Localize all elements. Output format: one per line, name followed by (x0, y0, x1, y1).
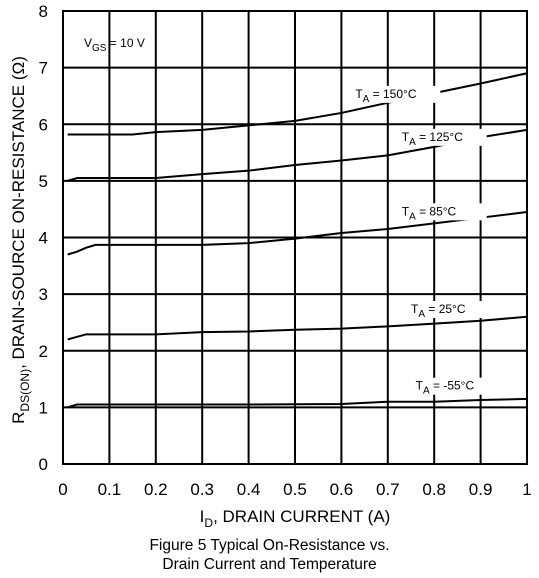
series-labels: TA = 150°C TA = 125°C TA = 85°C TA = 25°C TA… (352, 85, 501, 397)
grid (63, 11, 527, 464)
y-tick-label: 3 (39, 285, 48, 304)
series-line-4 (67, 397, 528, 409)
plot-frame (62, 10, 528, 465)
series-label-0: TA = 150°C (355, 87, 417, 105)
series-label-2: TA = 85°C (402, 204, 457, 222)
series-label-bg (352, 85, 441, 103)
y-tick-label: 8 (39, 2, 48, 21)
figure-caption: Figure 5 Typical On-Resistance vs. Drain… (0, 536, 539, 574)
caption-line-1: Figure 5 Typical On-Resistance vs. (149, 537, 390, 554)
series-line-2 (67, 211, 528, 256)
series-label-1: TA = 125°C (402, 130, 464, 148)
caption-line-2: Drain Current and Temperature (162, 556, 377, 573)
x-tick-label: 0.4 (237, 480, 261, 499)
series-line-3 (67, 315, 528, 341)
y-tick-label: 2 (39, 342, 48, 361)
series-label-bg (398, 203, 487, 221)
vgs-annotation: VGS = 10 V (84, 36, 145, 54)
y-tick-label: 0 (39, 455, 48, 474)
x-tick-label: 0 (58, 480, 67, 499)
y-tick-label: 7 (39, 59, 48, 78)
x-tick-label: 0.9 (469, 480, 493, 499)
series-label-bg (398, 128, 487, 146)
x-tick-label: 0.8 (422, 480, 446, 499)
series-label-bg (408, 300, 496, 318)
x-tick-label: 0.1 (98, 480, 122, 499)
series-label-bg (412, 377, 501, 395)
series-label-3: TA = 25°C (411, 302, 466, 320)
x-axis-label: ID, DRAIN CURRENT (A) (200, 507, 391, 530)
x-tick-label: 0.6 (330, 480, 354, 499)
y-tick-label: 5 (39, 172, 48, 191)
x-tick-label: 0.3 (190, 480, 214, 499)
y-tick-label: 6 (39, 115, 48, 134)
series-lines (67, 72, 528, 409)
y-axis-label: RDS(ON), DRAIN-SOURCE ON-RESISTANCE (Ω) (9, 56, 32, 424)
x-tick-label: 1 (522, 480, 531, 499)
tick-labels: 0 0.1 0.2 0.3 0.4 0.5 0.6 0.7 0.8 0.9 1 0 1 2 3 4 5 6 7 8 (39, 2, 532, 499)
x-tick-label: 0.2 (144, 480, 168, 499)
y-tick-label: 1 (39, 398, 48, 417)
x-tick-label: 0.7 (376, 480, 400, 499)
y-tick-label: 4 (39, 229, 48, 248)
series-line-0 (67, 72, 528, 136)
series-label-4: TA = -55°C (416, 379, 475, 397)
x-tick-label: 0.5 (283, 480, 307, 499)
